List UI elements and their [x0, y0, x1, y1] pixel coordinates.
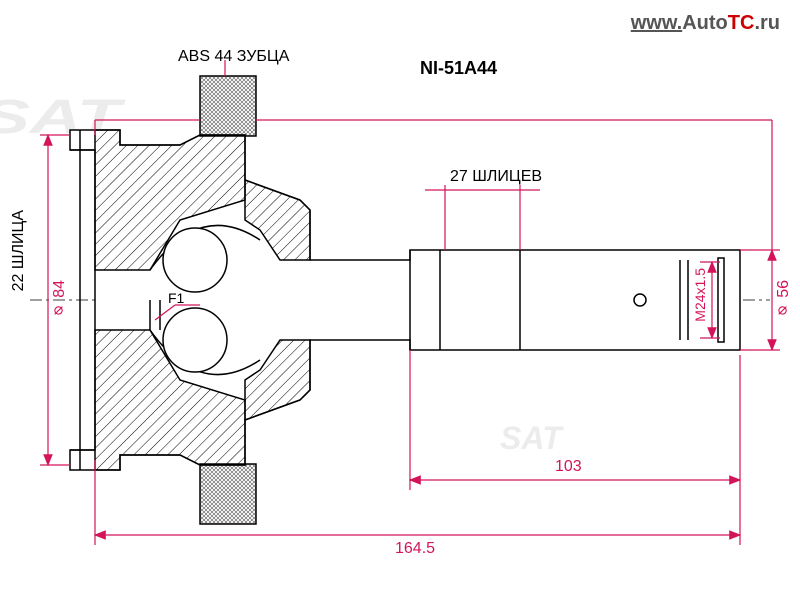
cv-joint-drawing	[0, 0, 800, 600]
outer-splines-label: 27 ШЛИЦЕВ	[450, 168, 542, 186]
f1-label: F1	[168, 290, 184, 306]
dim-thread: M24x1.5	[692, 268, 708, 322]
dim-body-dia: ⌀ 84	[50, 280, 69, 321]
dim-shaft-len: 103	[555, 458, 582, 476]
dim-overall-len: 164.5	[395, 540, 435, 558]
abs-teeth-label: ABS 44 ЗУБЦА	[178, 48, 289, 66]
inner-splines-label: 22 ШЛИЦА	[10, 210, 28, 291]
part-number: NI-51A44	[420, 58, 497, 79]
dim-shaft-dia: ⌀ 56	[774, 280, 793, 321]
